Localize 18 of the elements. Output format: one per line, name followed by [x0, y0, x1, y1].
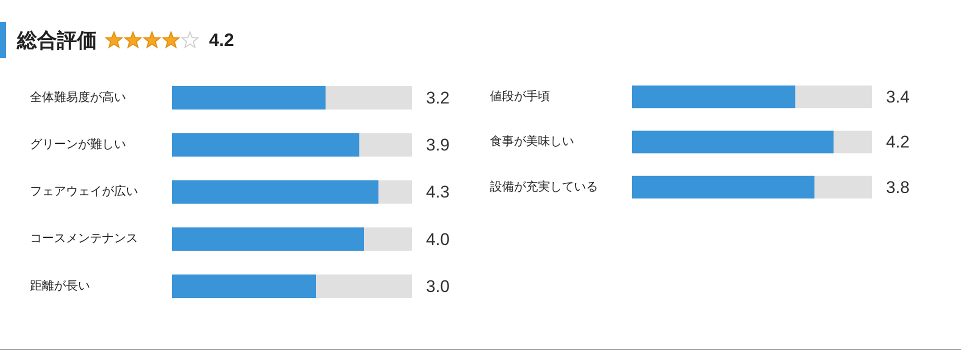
y-tick-label: フェアウェイが広い: [30, 184, 138, 198]
data-label: 3.8: [886, 178, 910, 197]
y-tick-label: 設備が充実している: [490, 179, 598, 194]
y-tick-label: 食事が美味しい: [490, 134, 574, 148]
y-tick-label: 全体難易度が高い: [30, 90, 126, 104]
y-tick-label: グリーンが難しい: [30, 137, 126, 152]
y-tick-label: 距離が長い: [30, 278, 90, 292]
data-label: 3.2: [426, 88, 450, 108]
chart-title: 総合評価: [17, 26, 97, 54]
y-tick-label: コースメンテナンス: [30, 231, 138, 246]
data-label: 3.0: [426, 276, 450, 296]
data-label: 4.2: [886, 132, 910, 152]
y-tick-label: 値段が手頃: [490, 88, 550, 103]
data-label: 3.4: [886, 87, 910, 106]
text: 4.2: [209, 30, 234, 50]
data-label: 3.9: [426, 136, 450, 155]
data-label: 4.3: [426, 182, 450, 202]
data-label: 4.0: [426, 230, 450, 249]
